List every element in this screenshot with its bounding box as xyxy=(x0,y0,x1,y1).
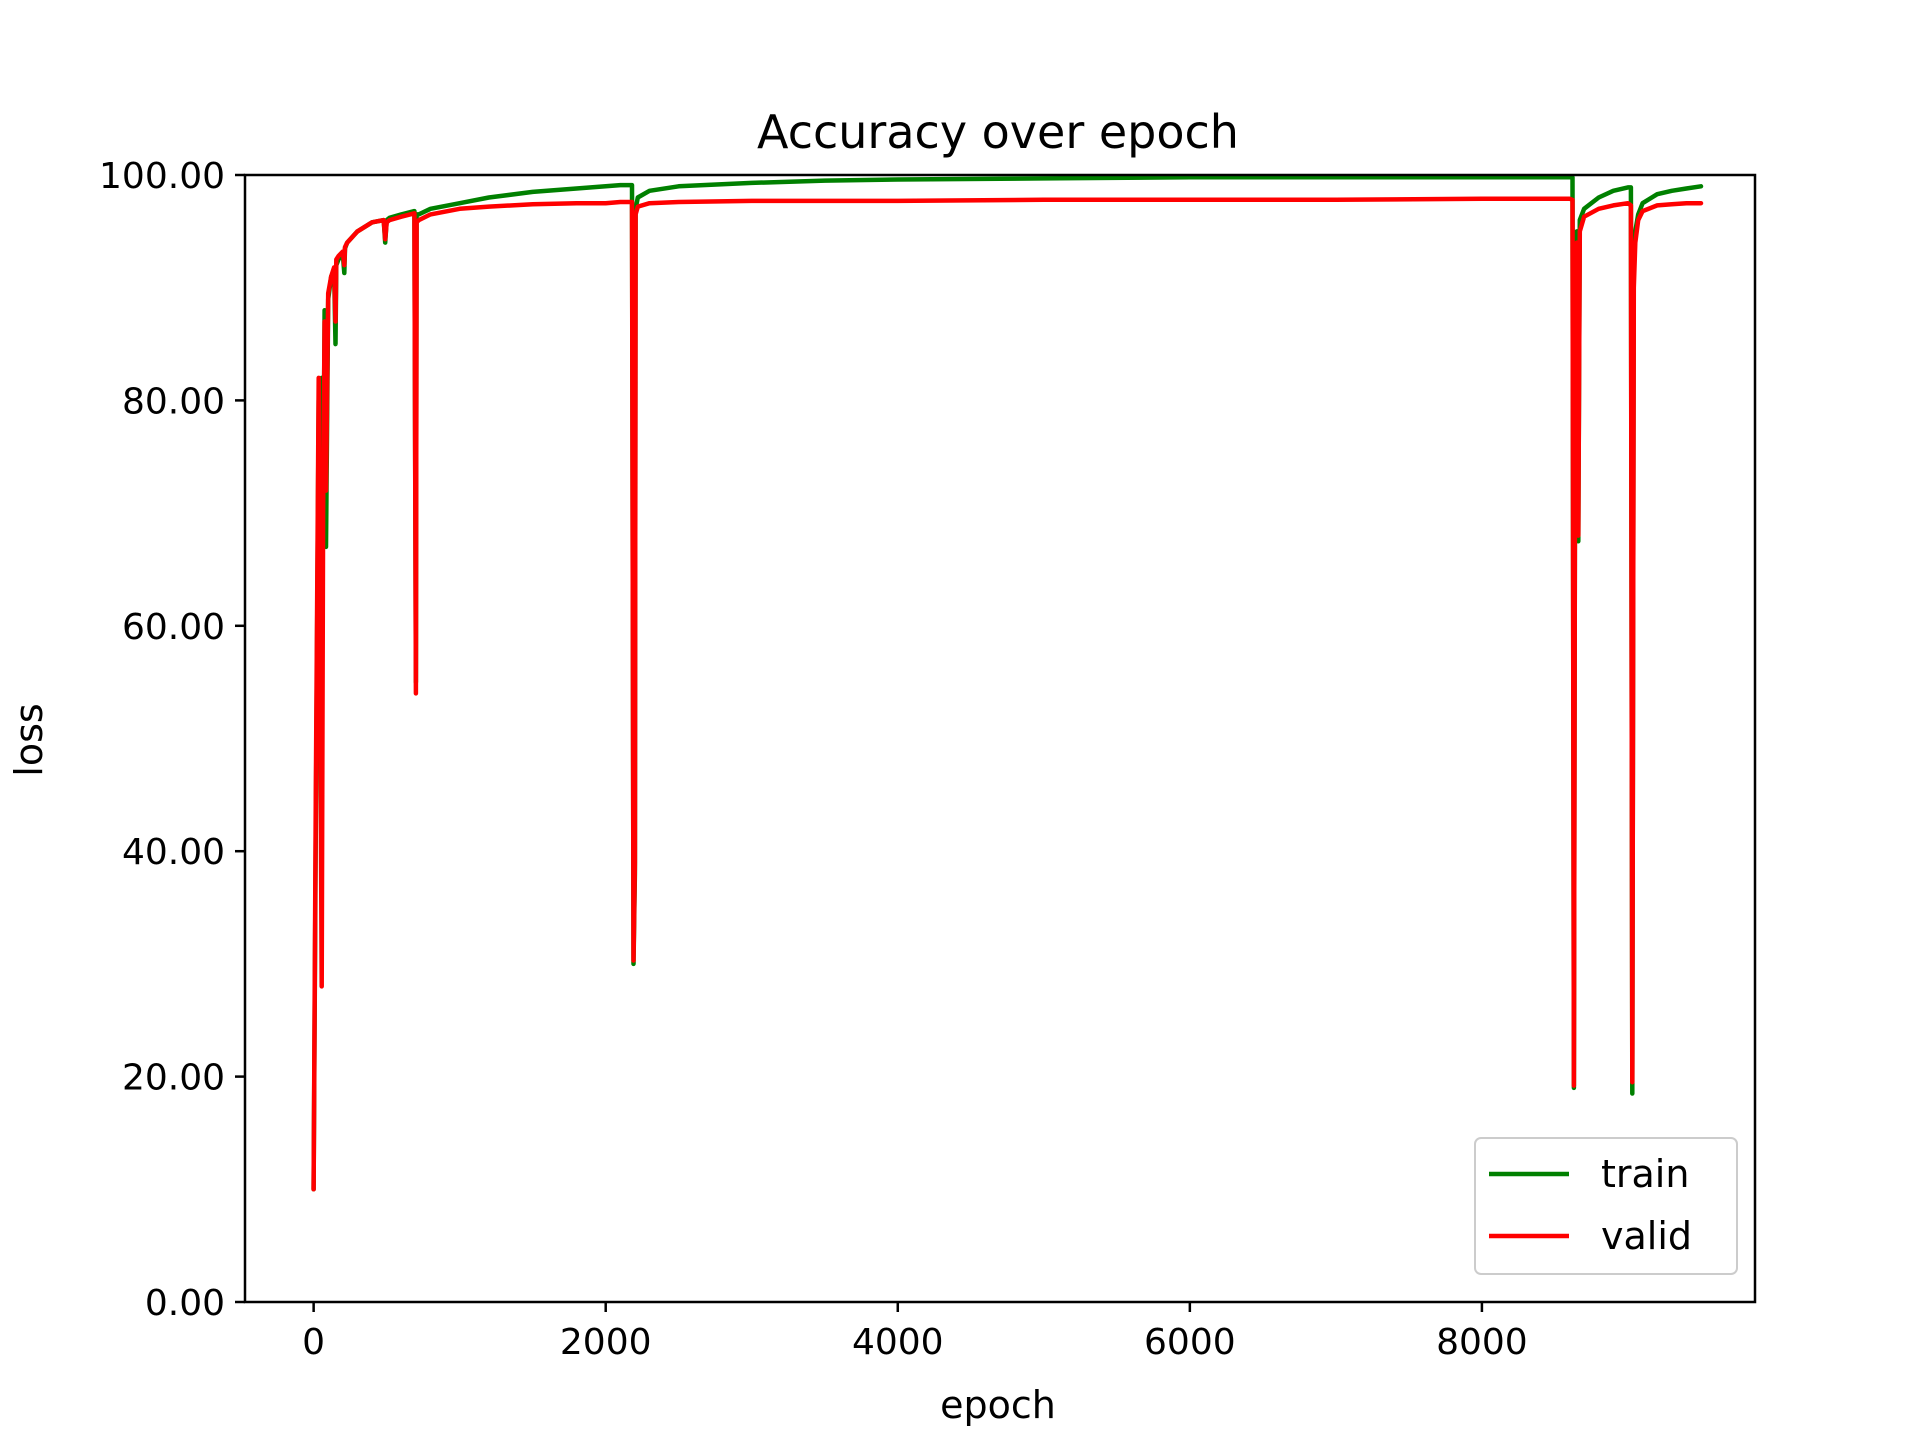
x-tick-label: 0 xyxy=(302,1322,325,1363)
x-tick-label: 4000 xyxy=(852,1322,944,1363)
series-layer xyxy=(311,175,1704,1192)
series-line-train xyxy=(311,175,1704,1192)
y-tick-label: 0.00 xyxy=(145,1283,225,1324)
y-tick-label: 100.00 xyxy=(99,156,225,197)
x-axis-label: epoch xyxy=(940,1383,1056,1427)
plot-frame xyxy=(243,173,1757,1304)
y-tick-label: 80.00 xyxy=(122,381,225,422)
x-tick-label: 2000 xyxy=(560,1322,652,1363)
legend-label-valid: valid xyxy=(1601,1214,1692,1258)
chart-title: Accuracy over epoch xyxy=(757,105,1239,159)
x-tick-label: 6000 xyxy=(1144,1322,1236,1363)
axes-layer: 0 2000 4000 6000 8000 0.00 20.00 40.00 60.00 80.0… xyxy=(99,156,1757,1363)
y-tick-label: 40.00 xyxy=(122,832,225,873)
x-tick-label: 8000 xyxy=(1436,1322,1528,1363)
y-axis-label: loss xyxy=(7,703,51,776)
legend: train valid xyxy=(1474,1137,1738,1275)
series-line-valid xyxy=(311,196,1704,1192)
y-tick-label: 60.00 xyxy=(122,607,225,648)
y-tick-label: 20.00 xyxy=(122,1058,225,1099)
legend-label-train: train xyxy=(1601,1152,1689,1196)
